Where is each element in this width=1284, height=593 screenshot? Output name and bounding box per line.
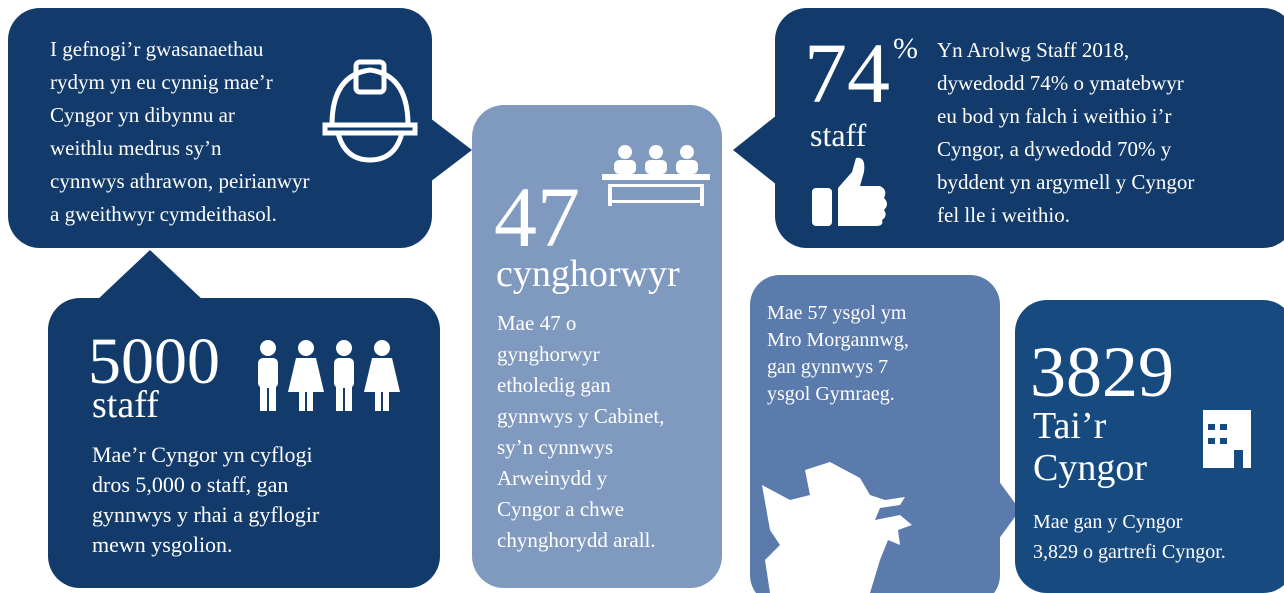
- body-line: a gweithwyr cymdeithasol.: [50, 202, 277, 226]
- body-line: Cyngor a chwe: [497, 497, 624, 521]
- body-line: cynnwys athrawon, peirianwyr: [50, 169, 310, 193]
- body-line: Arweinydd y: [497, 466, 608, 490]
- pointer: [733, 115, 777, 185]
- body-line: Cyngor yn dibynnu ar: [50, 103, 235, 127]
- body-line: eu bod yn falch i weithio i’r: [937, 104, 1171, 128]
- body-line: weithlu medrus sy’n: [50, 136, 222, 160]
- body-line: gynnwys y rhai a gyflogir: [92, 502, 320, 527]
- body-line: Mae 47 o: [497, 311, 576, 335]
- body-line: gynghorwyr: [497, 342, 600, 366]
- infographic: I gefnogi’r gwasanaethau rydym yn eu cynn…: [0, 0, 1284, 593]
- page: Infographic {"workforce": {"lines": ["I …: [0, 0, 1284, 593]
- body-line: chynghorydd arall.: [497, 528, 656, 552]
- big-number: 74: [804, 25, 890, 121]
- body-line: dros 5,000 o staff, gan: [92, 472, 288, 497]
- unit-label: Cyngor: [1033, 447, 1147, 489]
- body-line: etholedig gan: [497, 373, 611, 397]
- body-line: byddent yn argymell y Cyngor: [937, 170, 1194, 194]
- body-line: gan gynnwys 7: [767, 356, 888, 378]
- big-number: 47: [494, 169, 580, 265]
- body-line: sy’n cynnwys: [497, 435, 613, 459]
- body-line: Cyngor, a dywedodd 70% y: [937, 137, 1172, 161]
- body-line: gynnwys y Cabinet,: [497, 404, 664, 428]
- body-line: Mae gan y Cyngor: [1033, 511, 1183, 533]
- pointer: [430, 118, 472, 182]
- body: I gefnogi’r gwasanaethau rydym yn eu cynn…: [0, 0, 1284, 593]
- percent-sign: %: [893, 32, 918, 65]
- body-line: mewn ysgolion.: [92, 532, 233, 557]
- building-icon: [1203, 410, 1251, 468]
- body-line: Mae 57 ysgol ym: [767, 302, 907, 324]
- body-line: Mae’r Cyngor yn cyflogi: [92, 442, 313, 467]
- body-line: 3,829 o gartrefi Cyngor.: [1033, 541, 1226, 563]
- body-line: rydym yn eu cynnig mae’r: [50, 70, 273, 94]
- body-line: ysgol Gymraeg.: [767, 383, 895, 405]
- unit-label: staff: [810, 117, 867, 153]
- body-line: Mro Morgannwg,: [767, 329, 909, 351]
- unit-label: staff: [92, 384, 159, 426]
- pointer: [95, 250, 205, 302]
- body-line: dywedodd 74% o ymatebwyr: [937, 71, 1184, 95]
- unit-label: Tai’r: [1033, 405, 1107, 447]
- body-line: I gefnogi’r gwasanaethau: [50, 37, 264, 61]
- big-number: 3829: [1030, 332, 1174, 412]
- body-line: Yn Arolwg Staff 2018,: [937, 38, 1129, 62]
- unit-label: cynghorwyr: [496, 253, 680, 295]
- body-line: fel lle i weithio.: [937, 203, 1070, 227]
